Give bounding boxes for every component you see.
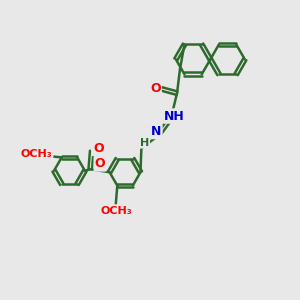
Text: O: O [95,158,105,170]
Text: O: O [150,82,161,95]
Text: N: N [151,125,161,138]
Text: NH: NH [164,110,184,122]
Text: OCH₃: OCH₃ [21,149,52,159]
Text: O: O [93,142,104,155]
Text: H: H [140,137,149,148]
Text: OCH₃: OCH₃ [100,206,132,216]
